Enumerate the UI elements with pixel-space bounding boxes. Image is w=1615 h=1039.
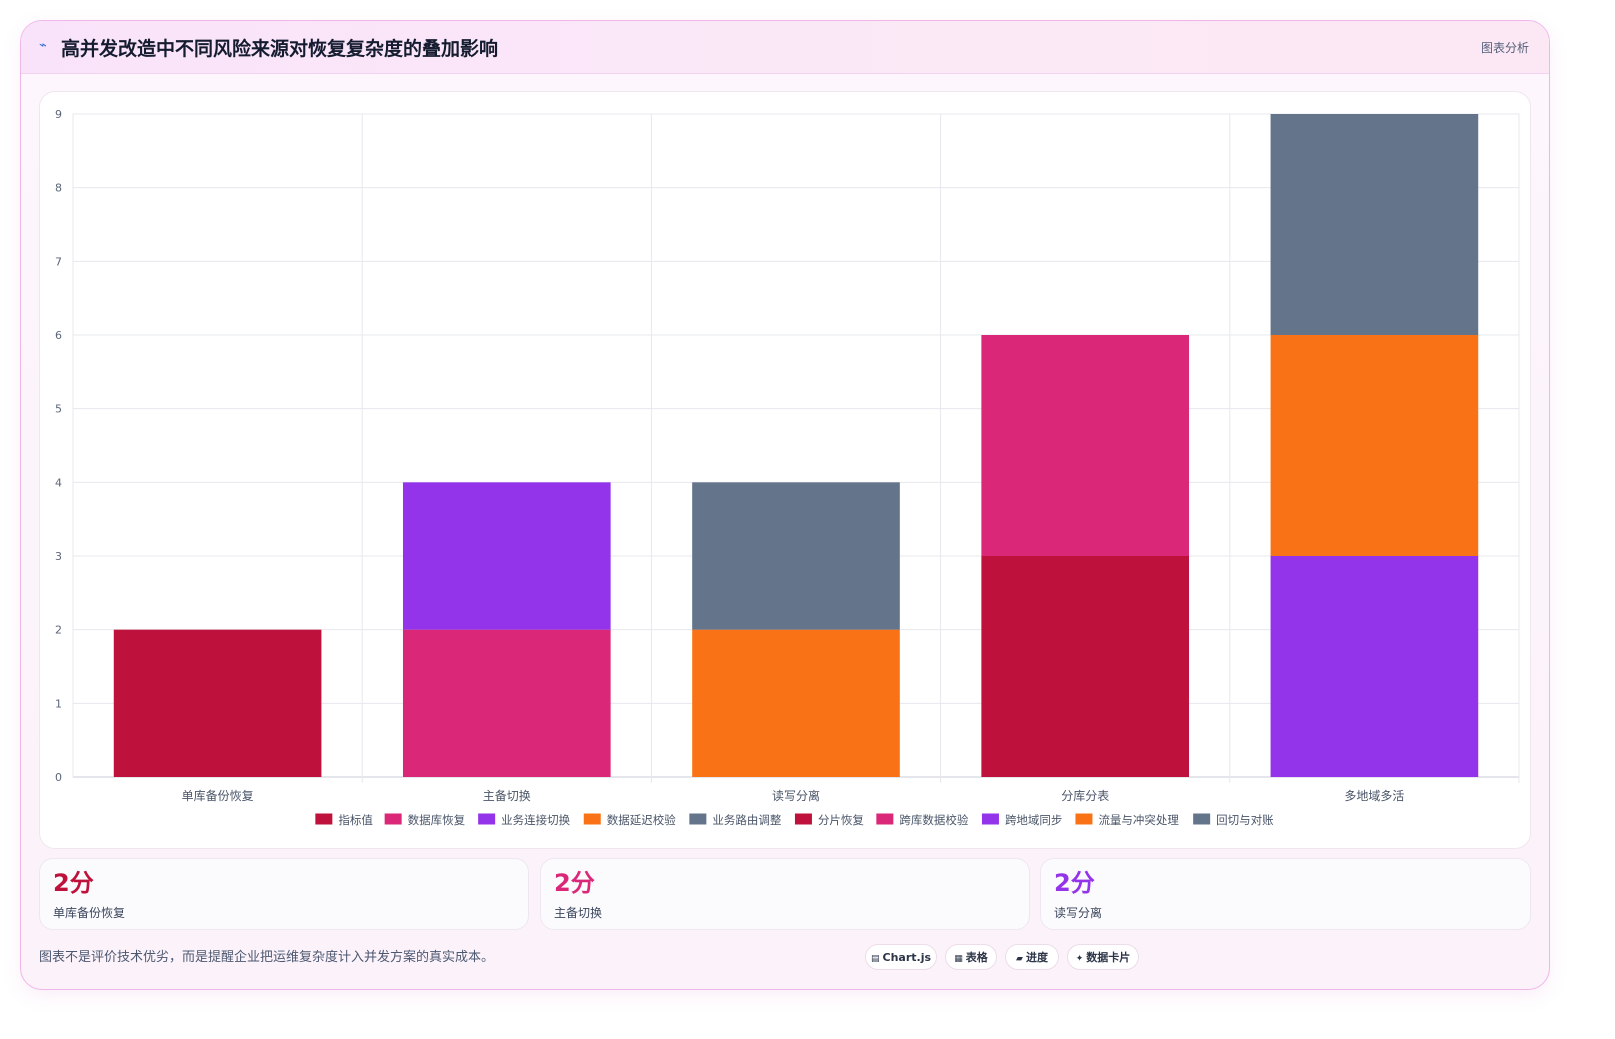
chip-label: Chart.js <box>882 951 932 964</box>
table-icon: ▦ <box>954 954 963 964</box>
legend-swatch <box>689 813 707 825</box>
chip-label: 数据卡片 <box>1086 951 1131 964</box>
chip-chartjs[interactable]: ▤ Chart.js <box>865 944 937 970</box>
bar-segment <box>1270 556 1479 777</box>
legend-swatch <box>315 813 333 825</box>
x-tick-label: 读写分离 <box>772 788 820 803</box>
bar-segment <box>692 629 900 777</box>
y-tick-label: 0 <box>55 771 62 784</box>
chart-icon: ⌁ <box>39 38 47 53</box>
chip-data-cards[interactable]: ✦ 数据卡片 <box>1067 944 1139 970</box>
legend-label: 跨库数据校验 <box>899 813 968 827</box>
legend-label: 回切与对账 <box>1216 813 1274 827</box>
bar-segment <box>113 629 322 777</box>
stat-card-1: 2分 主备切换 <box>540 858 1030 930</box>
legend-swatch <box>1193 813 1211 825</box>
chip-progress[interactable]: ▰ 进度 <box>1005 944 1059 970</box>
legend-swatch <box>583 813 601 825</box>
chart-card: 0 1 2 3 4 5 6 7 8 9 单库备份恢复 主备切换 读写分离 分库分表 多地域多活指标值 数据库恢… <box>39 91 1531 849</box>
legend-label: 跨地域同步 <box>1005 813 1062 827</box>
stat-value: 2分 <box>53 869 94 897</box>
bar-segment <box>692 482 900 630</box>
x-tick-label: 单库备份恢复 <box>182 788 254 803</box>
page-title: 高并发改造中不同风险来源对恢复复杂度的叠加影响 <box>61 38 499 60</box>
footnote: 图表不是评价技术优劣，而是提醒企业把运维复杂度计入并发方案的真实成本。 <box>39 950 495 965</box>
bar-segment <box>1270 114 1479 335</box>
stat-label: 主备切换 <box>554 906 603 920</box>
stat-label: 单库备份恢复 <box>53 906 126 920</box>
chip-label: 进度 <box>1025 951 1048 964</box>
y-tick-label: 4 <box>55 476 62 489</box>
stat-label: 读写分离 <box>1054 906 1103 920</box>
sparkle-icon: ✦ <box>1075 954 1084 964</box>
legend-label: 数据延迟校验 <box>607 813 676 827</box>
bar-segment <box>402 629 611 777</box>
x-tick-label: 分库分表 <box>1061 788 1109 803</box>
x-tick-label: 主备切换 <box>483 789 531 803</box>
bar-segment <box>981 335 1190 556</box>
y-tick-label: 2 <box>55 624 62 637</box>
y-tick-label: 5 <box>55 403 62 416</box>
chip-table[interactable]: ▦ 表格 <box>945 944 997 970</box>
legend-swatch <box>794 813 812 825</box>
legend-label: 数据库恢复 <box>408 813 466 827</box>
progress-icon: ▰ <box>1016 954 1023 964</box>
y-tick-label: 6 <box>55 329 62 342</box>
legend-swatch <box>981 813 999 825</box>
legend-label: 指标值 <box>338 813 373 827</box>
legend-label: 业务路由调整 <box>712 813 781 827</box>
stat-card-2: 2分 读写分离 <box>1040 858 1531 930</box>
stat-card-0: 2分 单库备份恢复 <box>39 858 529 930</box>
y-tick-label: 7 <box>55 255 62 268</box>
y-tick-label: 3 <box>55 550 62 563</box>
x-tick-label: 多地域多活 <box>1344 789 1404 803</box>
chart-analysis-tag: 图表分析 <box>1480 41 1529 55</box>
stat-value: 2分 <box>554 869 595 897</box>
legend-swatch <box>478 813 496 825</box>
panel-header: ⌁ 高并发改造中不同风险来源对恢复复杂度的叠加影响 图表分析 <box>21 21 1549 74</box>
chart-icon: ▤ <box>870 954 880 964</box>
legend-label: 流量与冲突处理 <box>1098 813 1179 827</box>
y-tick-label: 1 <box>55 697 62 710</box>
legend-swatch <box>1075 813 1093 825</box>
legend-swatch <box>876 813 894 825</box>
bar-segment <box>402 482 611 630</box>
bar-segment <box>1270 335 1479 556</box>
legend-swatch <box>384 813 402 825</box>
bar-segment <box>981 556 1190 777</box>
legend-label: 业务连接切换 <box>501 813 570 827</box>
legend-label: 分片恢复 <box>818 813 864 827</box>
y-tick-label: 8 <box>55 182 62 195</box>
chart-panel: ⌁ 高并发改造中不同风险来源对恢复复杂度的叠加影响 图表分析 0 1 2 3 4 5 6 7 8… <box>20 20 1550 990</box>
chip-label: 表格 <box>965 951 988 964</box>
y-tick-label: 9 <box>55 108 62 121</box>
stat-value: 2分 <box>1054 869 1095 897</box>
